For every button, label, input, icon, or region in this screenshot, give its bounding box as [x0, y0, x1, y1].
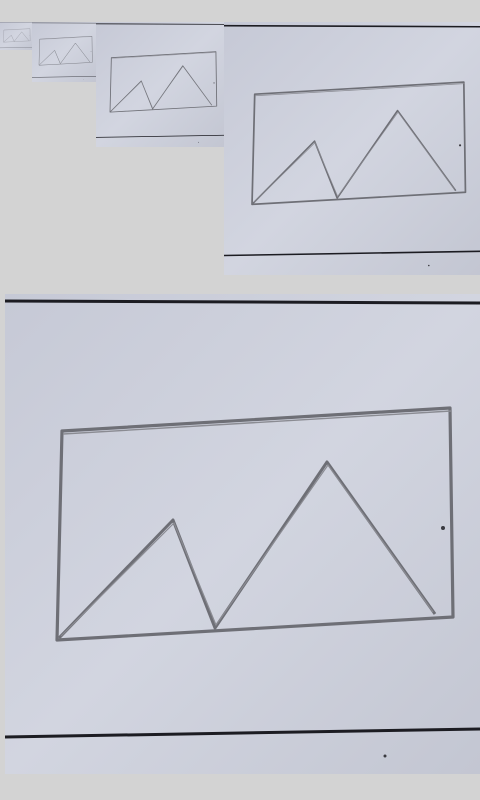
- sketch-photo-smallest: [0, 22, 32, 50]
- sketch-drawing: [32, 22, 96, 82]
- sketch-photo-small: [32, 22, 96, 82]
- sketch-photo-large: [224, 22, 480, 275]
- sketch-photo-medium: [96, 22, 224, 147]
- sketch-drawing: [224, 22, 480, 275]
- sketch-drawing: [0, 22, 32, 50]
- sketch-drawing: [5, 294, 480, 774]
- sketch-drawing: [96, 22, 224, 147]
- sketch-photo-largest: [5, 294, 480, 774]
